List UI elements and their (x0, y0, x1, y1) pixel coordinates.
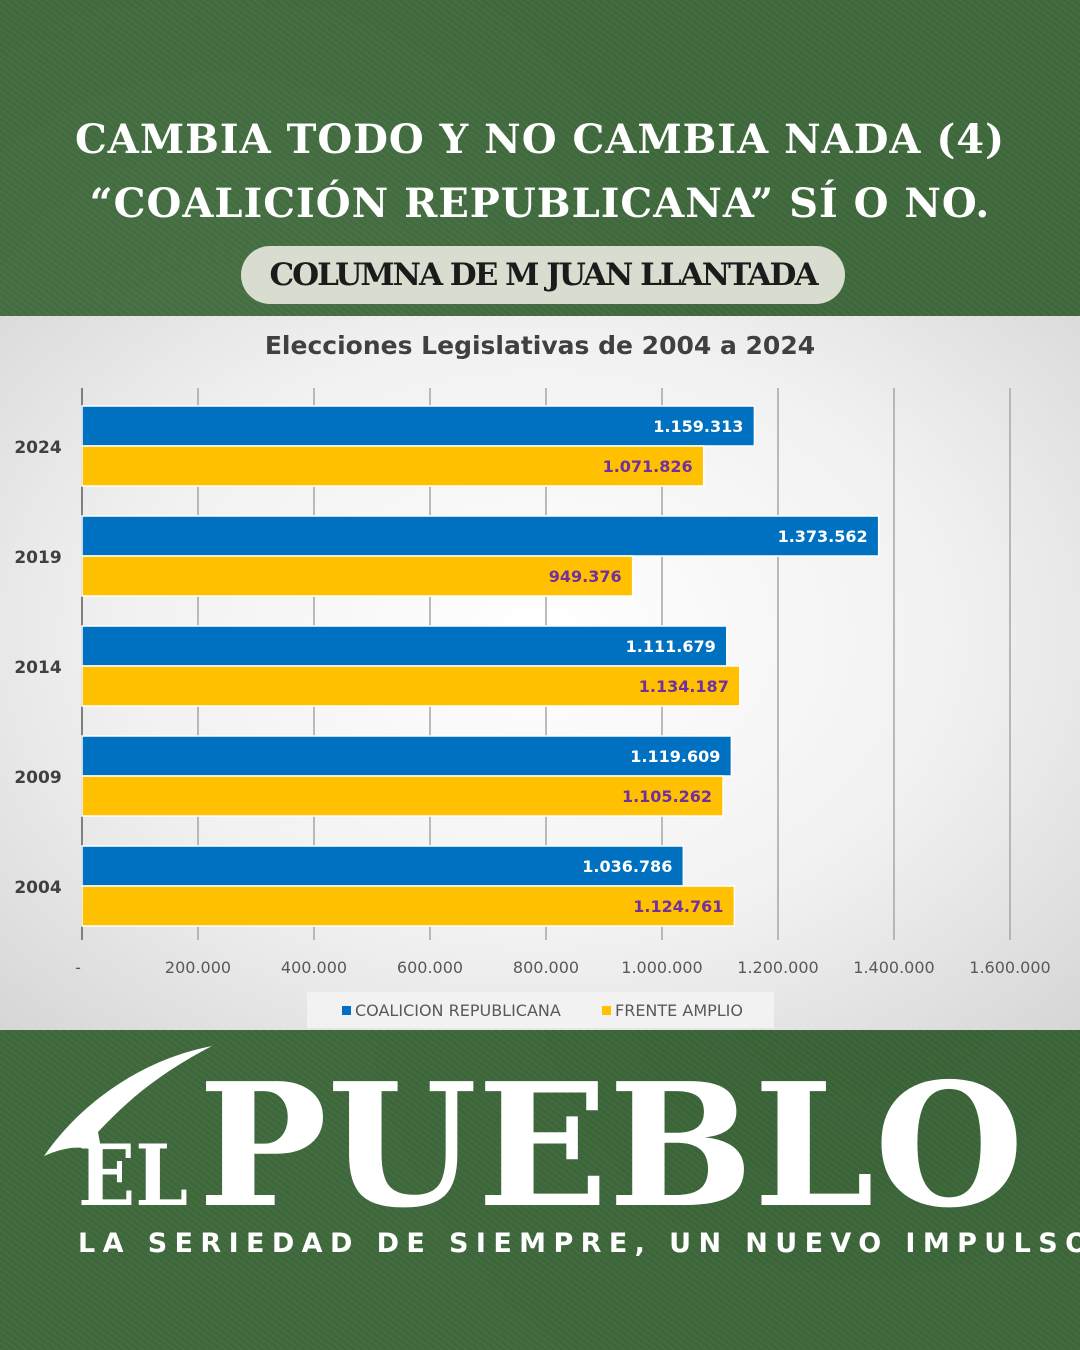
chart-panel: Elecciones Legislativas de 2004 a 2024 - 2… (0, 316, 1080, 1030)
data-label: 1.373.562 (778, 527, 868, 546)
x-tick-label: - (75, 958, 81, 977)
bar (81, 665, 741, 707)
data-label: 949.376 (549, 567, 622, 586)
logo-swoosh-icon (44, 1046, 212, 1156)
bar (81, 735, 733, 777)
data-label: 1.134.187 (639, 677, 729, 696)
x-tick-label: 800.000 (513, 958, 579, 977)
bar (81, 775, 724, 817)
y-category-label: 2004 (14, 878, 61, 898)
headline-line-2: “COALICIÓN REPUBLICANA” SÍ O NO. (89, 180, 991, 227)
data-label: 1.159.313 (653, 417, 743, 436)
y-category-label: 2019 (14, 548, 61, 568)
bar (81, 555, 634, 597)
bar (81, 885, 736, 927)
byline-text: COLUMNA DE M JUAN LLANTADA (269, 257, 819, 293)
bar-chart: Elecciones Legislativas de 2004 a 2024 - 2… (14, 331, 1051, 1028)
x-tick-label: 200.000 (165, 958, 231, 977)
el-pueblo-logo: EL PUEBLO (44, 1046, 1024, 1220)
x-tick-label: 600.000 (397, 958, 463, 977)
tagline: LA SERIEDAD DE SIEMPRE, UN NUEVO IMPULSO (78, 1228, 1080, 1259)
data-label: 1.119.609 (630, 747, 720, 766)
y-category-label: 2024 (14, 438, 61, 458)
legend-swatch (342, 1006, 351, 1015)
x-tick-label: 1.600.000 (969, 958, 1050, 977)
bar (81, 445, 705, 487)
logo-el: EL (78, 1126, 188, 1220)
bar (81, 405, 756, 447)
x-tick-label: 400.000 (281, 958, 347, 977)
logo-pueblo: PUEBLO (198, 1046, 1024, 1220)
byline-pill: COLUMNA DE M JUAN LLANTADA (241, 246, 845, 304)
x-tick-label: 1.200.000 (737, 958, 818, 977)
legend-swatch (602, 1006, 611, 1015)
data-label: 1.105.262 (622, 787, 712, 806)
headline-line-1: CAMBIA TODO Y NO CAMBIA NADA (4) (74, 116, 1006, 163)
x-tick-label: 1.400.000 (853, 958, 934, 977)
data-label: 1.111.679 (626, 637, 716, 656)
x-tick-label: 1.000.000 (621, 958, 702, 977)
bar (81, 515, 880, 557)
y-category-label: 2009 (14, 768, 61, 788)
y-category-label: 2014 (14, 658, 61, 678)
legend-label: COALICION REPUBLICANA (355, 1001, 561, 1020)
legend-label: FRENTE AMPLIO (615, 1001, 743, 1020)
data-label: 1.071.826 (603, 457, 693, 476)
data-label: 1.036.786 (582, 857, 672, 876)
chart-title: Elecciones Legislativas de 2004 a 2024 (265, 331, 815, 360)
bar (81, 845, 685, 887)
legend-box (307, 992, 774, 1028)
data-label: 1.124.761 (633, 897, 723, 916)
